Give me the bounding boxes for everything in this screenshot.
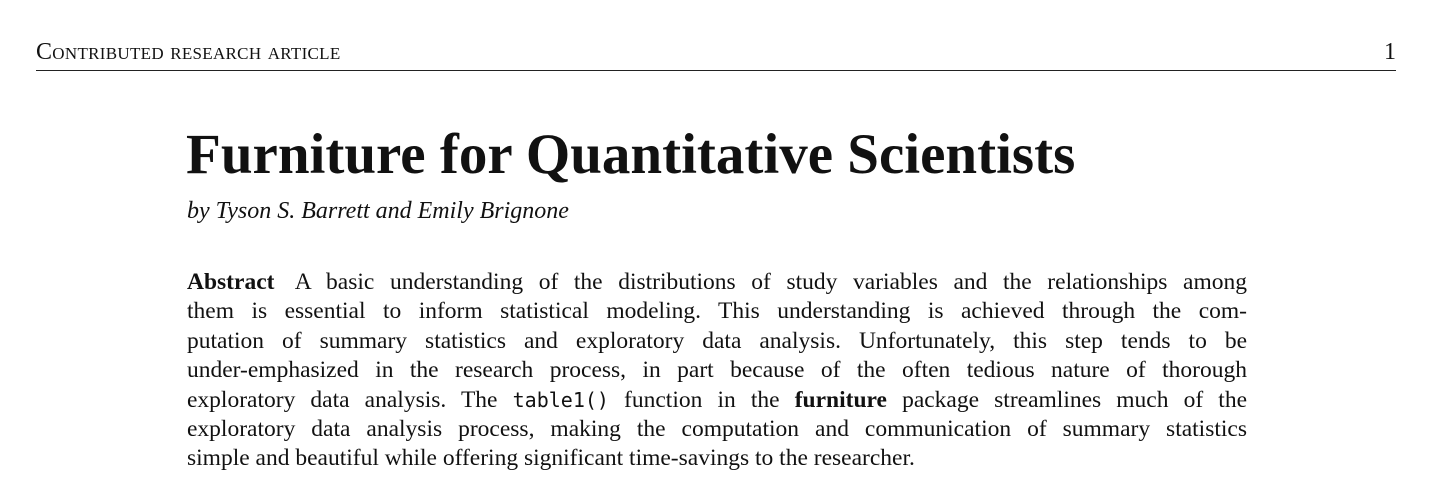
- abstract-line-5: exploratory data analysis. The table1() …: [187, 386, 1247, 415]
- abstract-text-5c: package streamlines much of the: [886, 386, 1247, 413]
- abstract-label: Abstract: [187, 269, 275, 295]
- journal-section-label: Contributed research article: [36, 39, 341, 65]
- abstract-line-3: putation of summary statistics and explo…: [187, 327, 1247, 354]
- author-byline: by Tyson S. Barrett and Emily Brignone: [187, 198, 569, 224]
- abstract-text-1: A basic understanding of the distributio…: [294, 269, 1247, 295]
- page-number: 1: [1384, 39, 1396, 65]
- abstract-text-5b: function in the: [608, 386, 795, 413]
- abstract-line-6: exploratory data analysis process, makin…: [187, 416, 1247, 443]
- article-title: Furniture for Quantitative Scientists: [186, 123, 1076, 186]
- function-name-code: table1(): [512, 387, 609, 412]
- abstract-line-4: under-emphasized in the research process…: [187, 357, 1247, 384]
- abstract: Abstract A basic understanding of the di…: [187, 268, 1247, 474]
- abstract-line-1: Abstract A basic understanding of the di…: [187, 268, 1247, 297]
- abstract-line-7: simple and beautiful while offering sign…: [187, 445, 915, 472]
- abstract-line-2: them is essential to inform statistical …: [187, 298, 1247, 325]
- abstract-text-5a: exploratory data analysis. The: [187, 386, 513, 413]
- package-name: furniture: [794, 386, 887, 413]
- running-header: Contributed research article 1: [36, 36, 1396, 71]
